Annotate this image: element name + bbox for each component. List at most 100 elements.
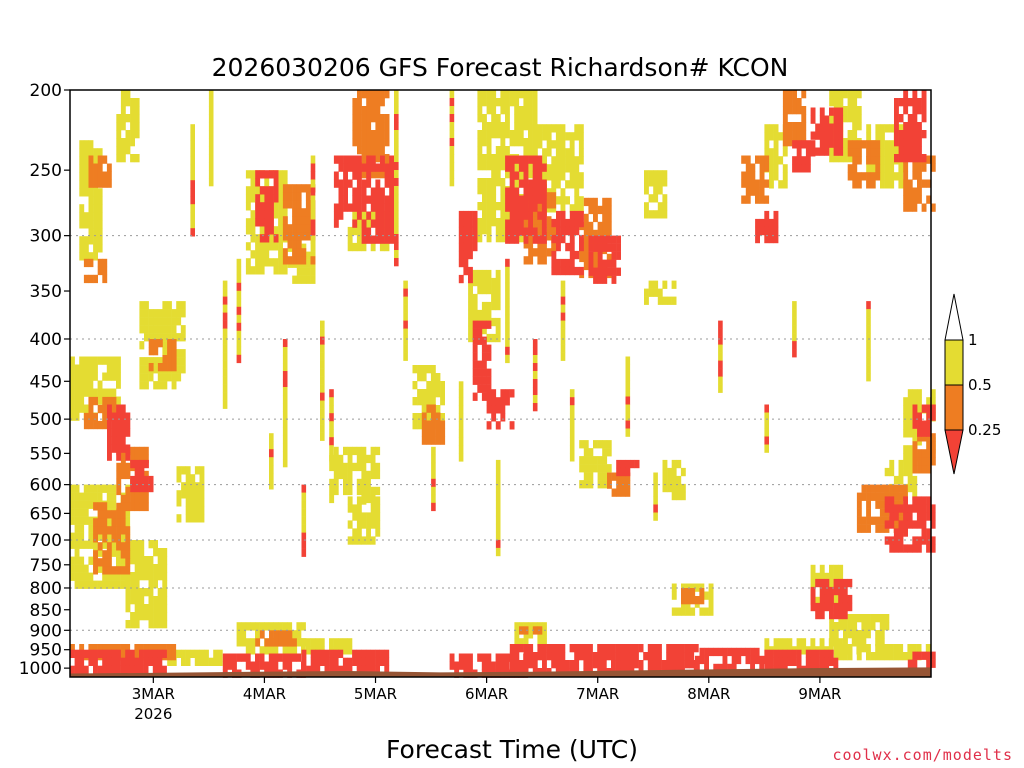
cell (310, 649, 316, 658)
cell (930, 441, 936, 450)
cell (380, 187, 385, 196)
cell (264, 218, 270, 227)
cell (153, 620, 158, 629)
cell (180, 365, 186, 374)
y-tick-label-700: 700 (30, 531, 62, 551)
cell (148, 357, 154, 366)
cell (375, 170, 381, 179)
cell (579, 253, 585, 263)
cell (116, 412, 122, 421)
cell (555, 180, 561, 189)
region-o-8 (421, 404, 446, 445)
cell (542, 660, 547, 669)
cell (481, 352, 487, 361)
cell (518, 138, 524, 147)
cell (130, 106, 135, 115)
cell (310, 665, 316, 674)
cell (588, 644, 593, 653)
cell (120, 90, 126, 99)
cell (88, 220, 94, 229)
cell (79, 364, 85, 373)
cell (102, 412, 108, 422)
region-r-11 (616, 459, 640, 477)
cell (97, 244, 103, 253)
cell (97, 212, 103, 221)
cell (541, 195, 547, 204)
cell (745, 195, 751, 204)
cell (912, 449, 918, 458)
cell (671, 583, 677, 592)
cell (537, 248, 543, 257)
cell (375, 462, 381, 472)
cell (134, 467, 140, 477)
cell (259, 194, 265, 203)
cell (505, 227, 510, 236)
cell (880, 172, 885, 181)
cell (578, 156, 584, 165)
cell (245, 258, 251, 267)
cell (495, 218, 501, 227)
cell (342, 638, 348, 647)
streak-cell (222, 400, 228, 409)
cell (97, 204, 103, 213)
cell (370, 462, 376, 472)
cell (268, 242, 274, 251)
cell (801, 140, 807, 149)
streak-cell (236, 322, 242, 332)
cell (866, 172, 871, 181)
cell (903, 98, 909, 107)
cell (370, 138, 376, 147)
cell (93, 396, 98, 406)
cell (921, 114, 927, 123)
cell (477, 309, 483, 319)
plot-area (69, 89, 936, 678)
streak-cell (222, 288, 228, 297)
cell (491, 114, 497, 123)
cell (514, 660, 520, 669)
cell (352, 512, 358, 521)
cell (199, 482, 205, 491)
y-tick-label-850: 850 (30, 601, 62, 621)
cell (176, 373, 182, 382)
cell (79, 164, 85, 173)
cell (143, 502, 149, 512)
cell (338, 638, 344, 647)
cell (79, 244, 85, 253)
cell (301, 267, 307, 276)
cell (560, 188, 566, 197)
cell (838, 610, 844, 620)
cell (97, 266, 103, 276)
credit-link[interactable]: coolwx.com/modelts (832, 746, 1013, 764)
cell (153, 580, 158, 589)
cell (546, 148, 552, 157)
cell (893, 172, 899, 181)
cell (412, 421, 418, 430)
cell (602, 221, 608, 231)
streak-cell (282, 355, 288, 364)
cell (647, 644, 653, 653)
cell (574, 172, 580, 181)
cell (180, 333, 186, 342)
cell (255, 210, 261, 219)
cell (597, 652, 603, 661)
cell (856, 492, 862, 501)
streak-cell (403, 320, 408, 329)
cell (810, 638, 816, 647)
streak-cell (569, 445, 575, 454)
cell (292, 184, 297, 193)
cell (477, 277, 483, 287)
streak-cell (320, 400, 325, 409)
cell (241, 622, 247, 631)
y-tick-label-650: 650 (30, 504, 62, 524)
cell (505, 187, 510, 196)
cell (750, 171, 756, 180)
cell (347, 454, 353, 464)
cell (495, 170, 501, 179)
cell (829, 90, 835, 99)
cell (255, 178, 261, 187)
cell (144, 357, 149, 366)
cell (366, 470, 371, 480)
cell (162, 333, 168, 342)
cell (134, 459, 140, 469)
cell (375, 446, 381, 456)
